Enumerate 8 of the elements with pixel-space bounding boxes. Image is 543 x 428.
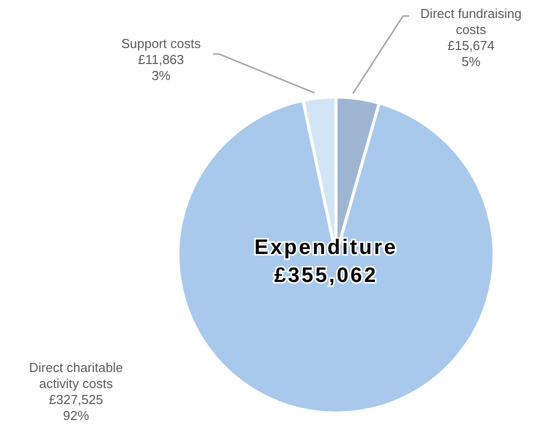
text: Expenditure bbox=[254, 236, 398, 259]
text: £355,062 bbox=[274, 264, 378, 287]
data-label: £327,525 92% bbox=[48, 392, 104, 423]
data-label: £15,674 5% bbox=[448, 38, 494, 69]
data-label: £11,863 3% bbox=[138, 52, 184, 83]
slice-label: Direct fundraising costs bbox=[420, 6, 522, 37]
slice-label: Support costs bbox=[121, 36, 202, 51]
slice-label: Direct charitable activity costs bbox=[29, 360, 123, 391]
